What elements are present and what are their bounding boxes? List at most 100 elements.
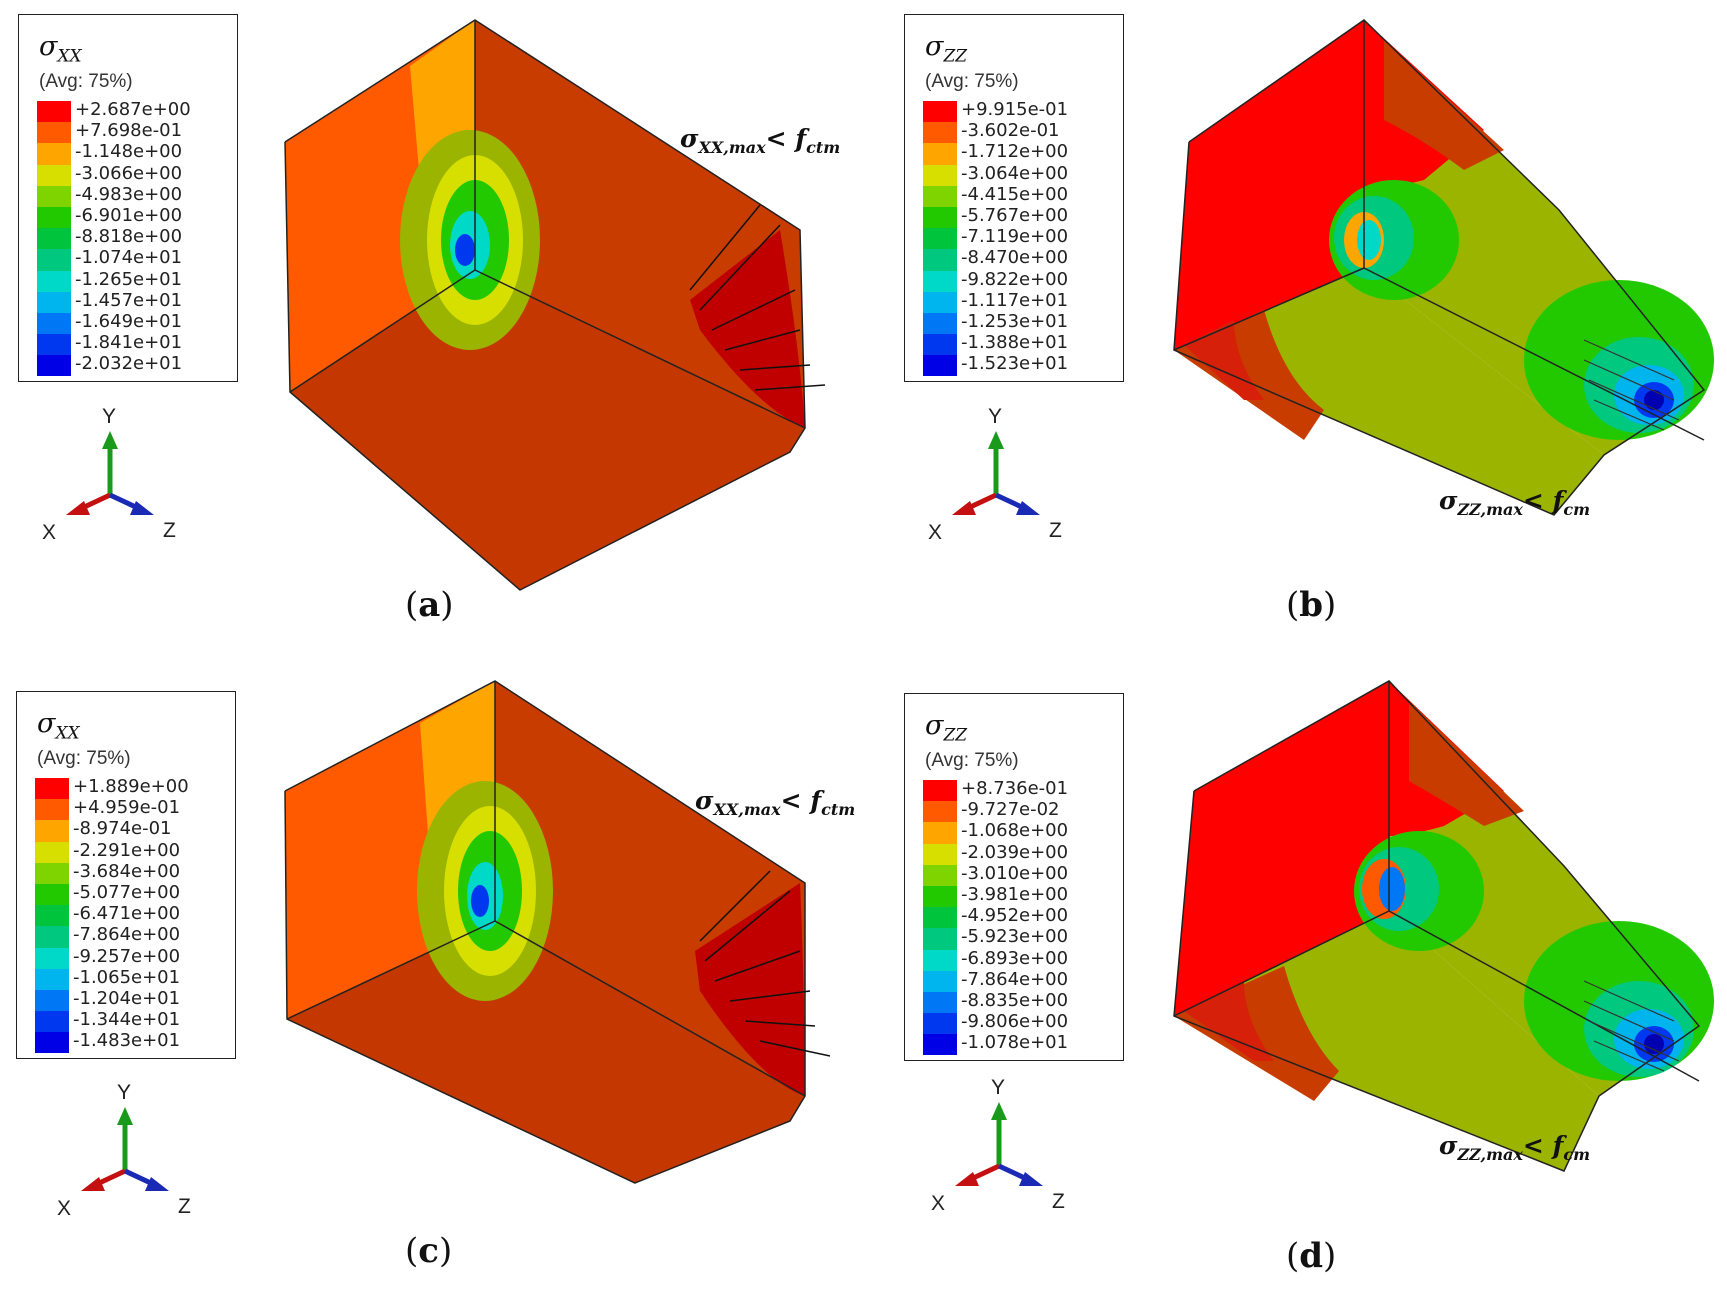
legend-swatch xyxy=(923,270,957,292)
legend-swatch xyxy=(35,1011,69,1033)
annotation-a: σXX,max< fctm xyxy=(680,124,841,157)
legend-colorbar xyxy=(923,101,957,377)
legend-value: -3.064e+00 xyxy=(961,162,1069,184)
legend-swatch xyxy=(923,991,957,1014)
legend-a: σXX (Avg: 75%) +2.687e+00 +7.698e-01 -1.14… xyxy=(18,14,238,382)
legend-value: -1.068e+00 xyxy=(961,820,1069,842)
legend-value: -1.148e+00 xyxy=(75,141,183,163)
legend-value: -1.074e+01 xyxy=(75,247,183,269)
axis-label-z: Z xyxy=(1052,1190,1065,1213)
legend-value: -1.078e+01 xyxy=(961,1032,1069,1054)
panel-d: σZZ (Avg: 75%) +8.736e-01 -9.727e-02 -1.06… xyxy=(864,651,1727,1301)
legend-swatch xyxy=(923,228,957,250)
legend-colorbar xyxy=(923,780,957,1056)
legend-value: -7.864e+00 xyxy=(961,968,1069,990)
legend-value: -9.806e+00 xyxy=(961,1011,1069,1033)
caption-a: (a) xyxy=(405,585,454,625)
caption-d: (d) xyxy=(1286,1236,1337,1276)
legend-value: +8.736e-01 xyxy=(961,778,1069,799)
legend-swatch xyxy=(923,185,957,207)
legend-d: σZZ (Avg: 75%) +8.736e-01 -9.727e-02 -1.06… xyxy=(904,693,1124,1061)
legend-avg: (Avg: 75%) xyxy=(39,71,133,92)
legend-value: -6.901e+00 xyxy=(75,204,183,226)
fe-model-b xyxy=(1173,19,1714,516)
legend-swatch xyxy=(923,843,957,865)
legend-value: -5.767e+00 xyxy=(961,204,1069,226)
annotation-b: σZZ,max< fcm xyxy=(1439,486,1591,519)
legend-swatch xyxy=(37,164,71,186)
axis-triad-arrows xyxy=(955,1102,1043,1186)
legend-value: -5.077e+00 xyxy=(73,881,181,903)
legend-swatch xyxy=(37,291,71,313)
legend-swatch xyxy=(923,1013,957,1035)
legend-swatch xyxy=(37,206,71,229)
legend-avg: (Avg: 75%) xyxy=(37,748,131,769)
legend-value: -1.204e+01 xyxy=(73,987,181,1009)
legend-swatch xyxy=(923,780,957,802)
legend-value: -4.983e+00 xyxy=(75,183,183,205)
legend-value: -1.065e+01 xyxy=(73,966,181,988)
legend-swatch xyxy=(923,334,957,356)
axis-label-z: Z xyxy=(163,519,176,542)
legend-value: -9.727e-02 xyxy=(961,799,1060,821)
axis-label-y: Y xyxy=(991,1076,1006,1099)
legend-swatch xyxy=(35,905,69,927)
legend-value: -3.602e-01 xyxy=(961,120,1060,142)
legend-value: -5.923e+00 xyxy=(961,926,1069,948)
legend-swatch xyxy=(923,1034,957,1056)
legend-symbol: σZZ xyxy=(925,710,968,746)
legend-value: -7.864e+00 xyxy=(73,924,181,946)
legend-value: -7.119e+00 xyxy=(961,226,1069,248)
legend-avg: (Avg: 75%) xyxy=(925,750,1019,771)
legend-value: -1.712e+00 xyxy=(961,141,1069,163)
axis-label-x: X xyxy=(57,1197,72,1220)
legend-swatch xyxy=(35,862,69,884)
axis-triad-arrows xyxy=(952,431,1040,515)
legend-swatch xyxy=(923,885,957,908)
fe-model-d xyxy=(1173,680,1714,1172)
legend-swatch xyxy=(35,1032,69,1054)
axis-label-y: Y xyxy=(988,405,1003,428)
legend-value: -1.117e+01 xyxy=(961,289,1069,311)
legend-swatch xyxy=(923,206,957,229)
legend-value: -8.974e-01 xyxy=(73,818,172,840)
legend-value: -1.253e+01 xyxy=(961,310,1069,332)
axis-label-y: Y xyxy=(117,1081,132,1104)
legend-value: -2.039e+00 xyxy=(961,841,1069,863)
legend-value: -8.818e+00 xyxy=(75,226,183,248)
legend-swatch xyxy=(923,864,957,886)
legend-swatch xyxy=(923,164,957,186)
legend-swatch xyxy=(35,926,69,948)
axis-label-x: X xyxy=(931,1192,946,1215)
legend-swatch xyxy=(923,143,957,165)
panel-b: σZZ (Avg: 75%) +9.915e-01 -3.602e-01 -1.71… xyxy=(864,0,1727,650)
legend-value: -1.344e+01 xyxy=(73,1009,181,1031)
axis-triad: Y X Z xyxy=(928,405,1096,555)
legend-value: -1.388e+01 xyxy=(961,332,1069,354)
legend-swatch xyxy=(35,799,69,821)
legend-swatch xyxy=(35,947,69,969)
caption-b: (b) xyxy=(1286,585,1337,625)
legend-c: σXX (Avg: 75%) +1.889e+00 +4.959e-01 -8.97… xyxy=(16,691,236,1059)
legend-swatch xyxy=(37,270,71,292)
legend-swatch xyxy=(37,355,71,377)
legend-value: -3.010e+00 xyxy=(961,862,1069,884)
legend-value: +9.915e-01 xyxy=(961,99,1069,120)
axis-label-x: X xyxy=(928,521,943,544)
legend-value: -3.684e+00 xyxy=(73,860,181,882)
legend-symbol: σXX xyxy=(39,31,82,67)
legend-swatch xyxy=(37,122,71,144)
axis-label-y: Y xyxy=(102,405,117,428)
legend-value: +4.959e-01 xyxy=(73,797,181,819)
legend-value: +1.889e+00 xyxy=(73,776,189,797)
legend-values: +2.687e+00 +7.698e-01 -1.148e+00 -3.066e+00… xyxy=(75,99,191,374)
legend-value: -3.066e+00 xyxy=(75,162,183,184)
axis-label-z: Z xyxy=(178,1195,191,1218)
legend-swatch xyxy=(923,122,957,144)
legend-symbol: σZZ xyxy=(925,31,968,67)
fe-model-c xyxy=(284,680,831,1184)
legend-colorbar xyxy=(35,778,69,1054)
legend-swatch xyxy=(37,143,71,165)
legend-value: +7.698e-01 xyxy=(75,120,183,142)
legend-swatch xyxy=(923,291,957,313)
